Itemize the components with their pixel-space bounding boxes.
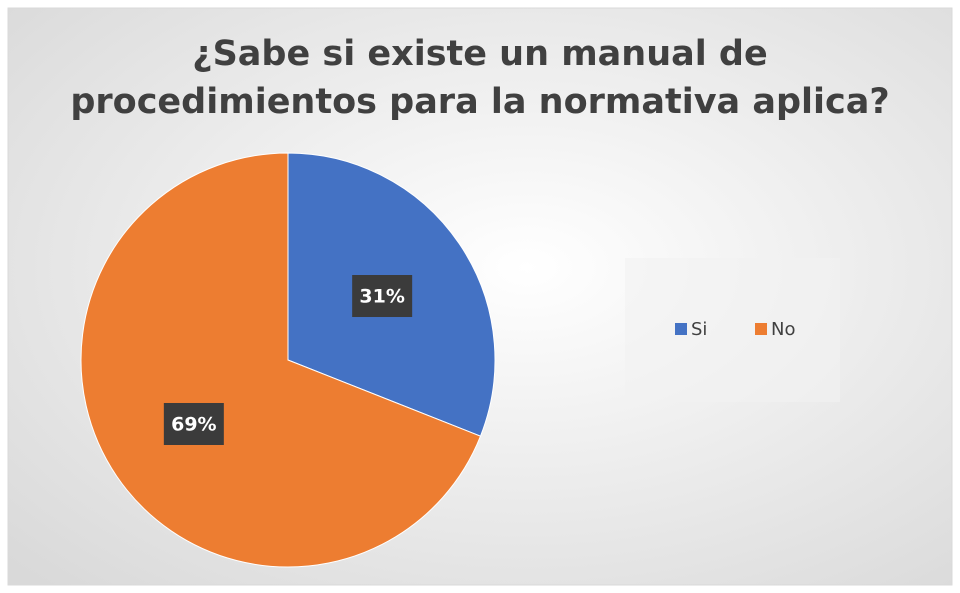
- legend-swatch: [675, 323, 687, 335]
- pie-slice: [80, 152, 482, 568]
- chart-title: ¿Sabe si existe un manual de procedimien…: [70, 34, 890, 122]
- legend-swatch: [755, 323, 767, 335]
- data-label-box: [163, 402, 224, 445]
- legend-box: [625, 258, 840, 402]
- legend-label: Si: [691, 319, 707, 340]
- legend-label: No: [771, 319, 795, 340]
- data-label-box: [352, 275, 413, 318]
- data-label: 69%: [171, 413, 216, 435]
- data-label: 31%: [359, 286, 404, 308]
